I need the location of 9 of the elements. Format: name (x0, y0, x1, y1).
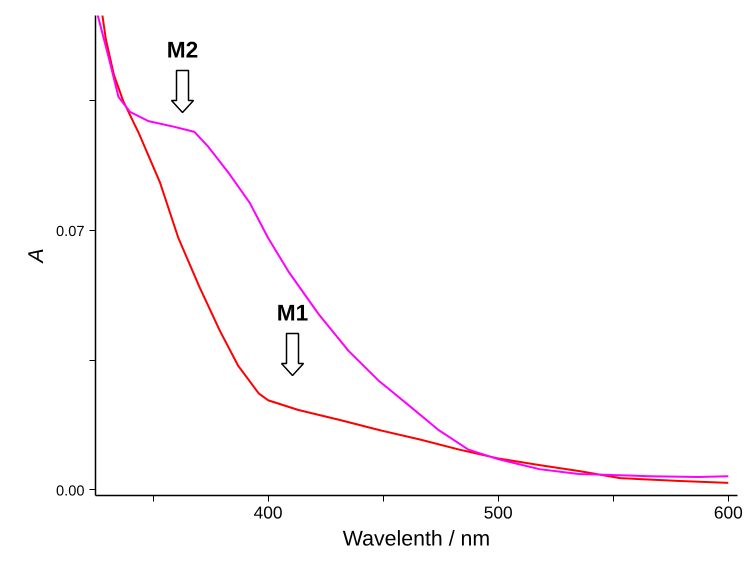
x-tick-label: 600 (714, 502, 743, 522)
annotation: M2 (166, 36, 198, 62)
y-tick-label: 0.00 (56, 483, 85, 500)
y-tick-label: 0.07 (56, 224, 85, 240)
x-tick-label: 400 (254, 502, 283, 522)
y-axis-title: A (24, 248, 48, 265)
x-tick-label: 500 (484, 502, 513, 522)
x-axis-title: Wavelenth / nm (342, 526, 490, 550)
annotation: M1 (276, 300, 308, 326)
